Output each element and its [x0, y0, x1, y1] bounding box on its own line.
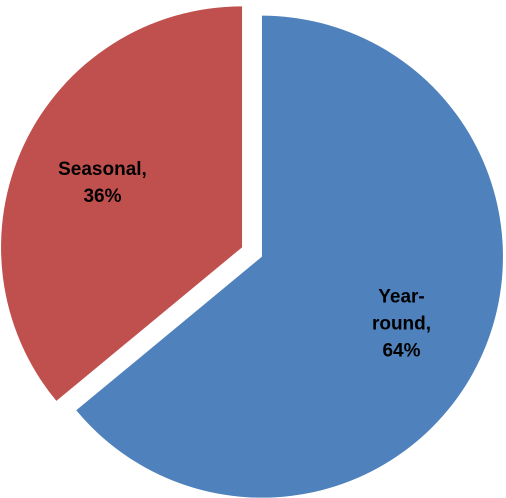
data-label-line: 64%	[382, 340, 420, 361]
pie-slice-year-round	[76, 15, 503, 498]
data-label-line: 36%	[83, 186, 121, 207]
pie-slice-seasonal	[1, 6, 243, 401]
data-label-line: Year-	[378, 286, 424, 307]
pie-data-labels: Year-round, 64% Seasonal, 36%	[58, 159, 431, 361]
data-label-line: round,	[372, 313, 431, 334]
data-label-line: Seasonal,	[58, 159, 147, 180]
data-label-year-round: Year-round, 64%	[372, 286, 431, 361]
pie-slices	[1, 6, 503, 498]
data-label-seasonal: Seasonal, 36%	[58, 159, 147, 207]
